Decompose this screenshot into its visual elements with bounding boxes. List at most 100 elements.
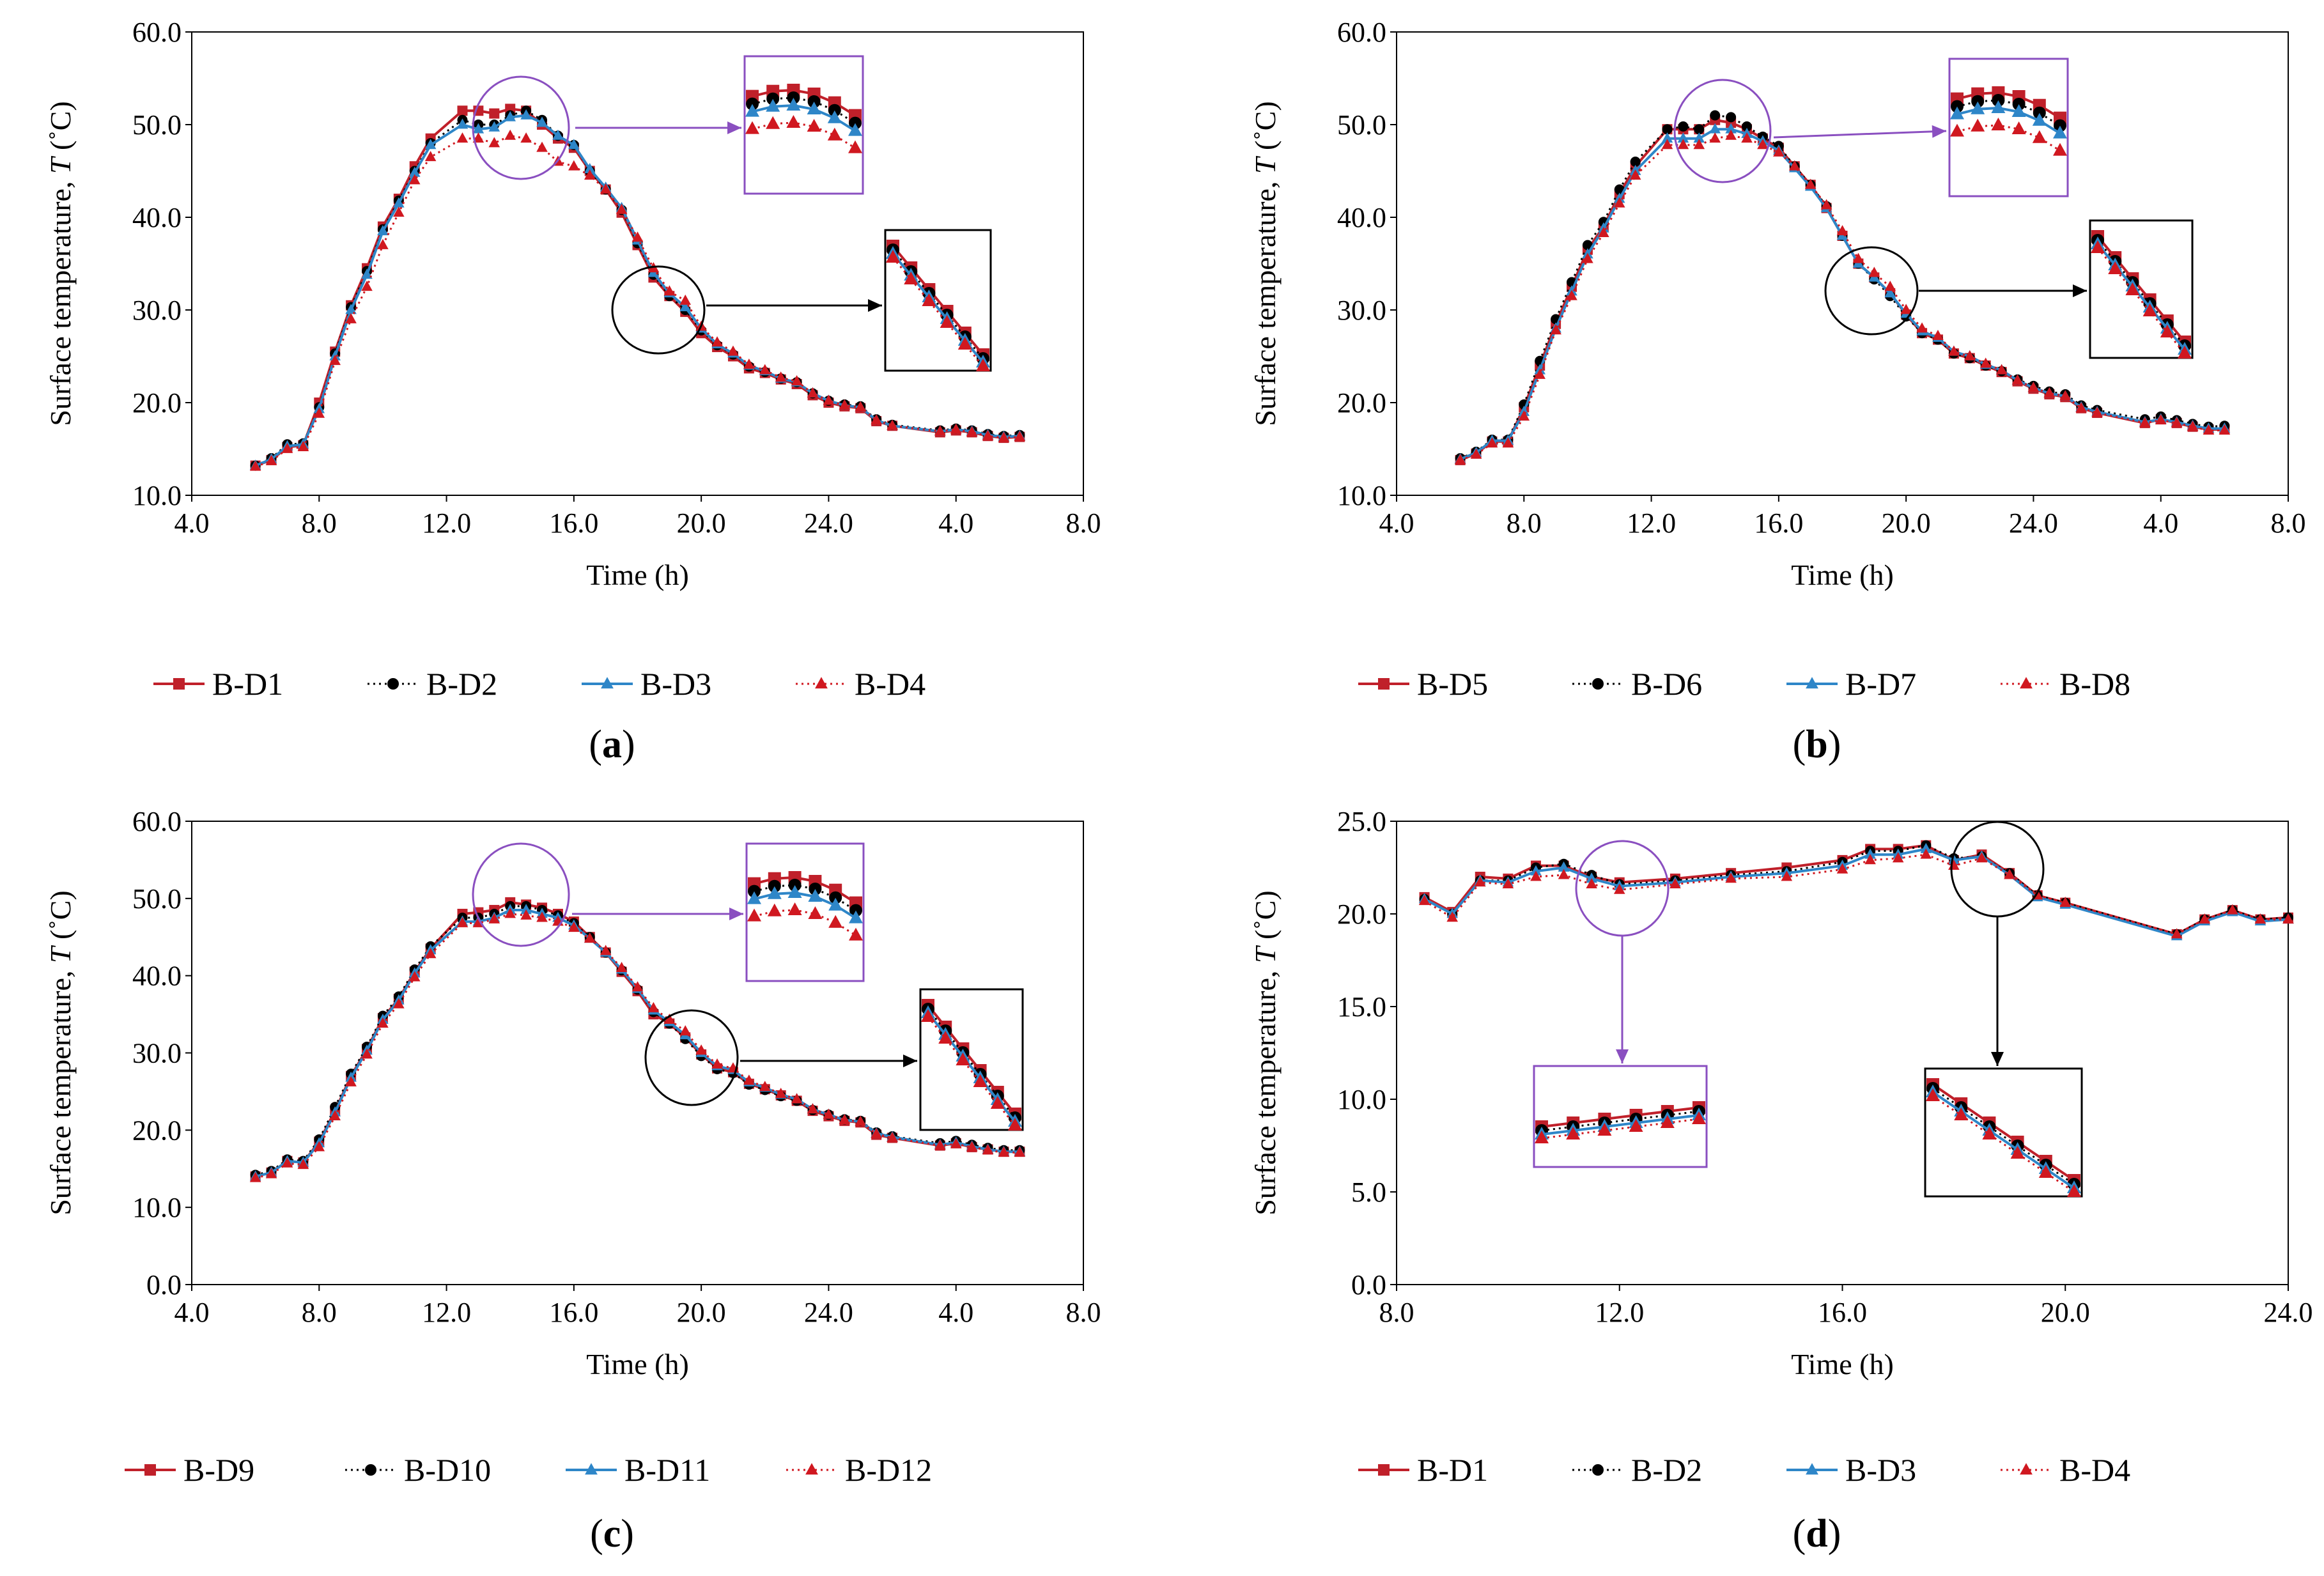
data-point <box>1920 848 1932 859</box>
data-point <box>2254 913 2266 924</box>
inset-point <box>787 902 802 916</box>
data-point <box>1726 112 1737 123</box>
data-point <box>329 1109 341 1120</box>
data-point <box>1976 852 1988 863</box>
y-tick-label: 10.0 <box>1337 1084 1386 1115</box>
data-point <box>1709 132 1721 143</box>
y-tick-label: 30.0 <box>1337 295 1386 326</box>
x-tick-label: 4.0 <box>174 507 210 539</box>
data-point <box>1677 139 1689 150</box>
data-point <box>1661 139 1673 150</box>
inset-point <box>1950 123 1964 137</box>
legend-swatch-marker <box>1378 1464 1390 1476</box>
data-point <box>839 399 851 410</box>
zoom-callouts <box>1533 821 2083 1198</box>
x-tick-label: 4.0 <box>938 1297 973 1328</box>
data-point <box>1920 842 1932 853</box>
inset-point <box>1991 118 2006 131</box>
inset-point <box>940 315 954 328</box>
inset-point <box>2067 1184 2081 1197</box>
data-point <box>839 1114 851 1125</box>
series-line <box>1460 134 2225 461</box>
plot-frame <box>1396 821 2289 1285</box>
data-point <box>1678 121 1689 132</box>
inset-point <box>957 337 972 350</box>
data-point <box>1781 870 1793 881</box>
data-point <box>1742 121 1753 132</box>
data-point <box>456 118 469 129</box>
data-point <box>1446 911 1458 922</box>
inset-point <box>807 119 821 132</box>
legend-label: B-D3 <box>1845 1452 1916 1488</box>
data-point <box>1586 878 1597 888</box>
legend-label: B-D12 <box>845 1452 932 1488</box>
legend-item-B-D2: B-D2 <box>368 666 497 702</box>
data-point <box>536 116 548 127</box>
data-point <box>2187 421 2199 431</box>
data-point <box>377 238 389 249</box>
legend-label: B-D1 <box>1417 1452 1488 1488</box>
data-point <box>616 961 628 972</box>
legend-label: B-D3 <box>640 666 711 702</box>
black-highlight-circle <box>1950 821 2045 918</box>
legend-item-B-D2: B-D2 <box>1572 1452 1702 1488</box>
data-point <box>1788 160 1801 171</box>
data-point <box>584 932 596 943</box>
data-point <box>568 139 580 150</box>
data-point <box>1582 252 1593 263</box>
y-tick-label: 10.0 <box>1337 480 1386 511</box>
black-arrow-head <box>1991 1052 2004 1066</box>
y-axis-title: Surface temperature, T (˚C) <box>44 101 77 426</box>
black-highlight-circle <box>644 1009 739 1106</box>
inset-point <box>766 98 780 112</box>
x-tick-label: 4.0 <box>1379 507 1414 539</box>
data-point <box>1804 178 1817 189</box>
data-point <box>584 163 596 173</box>
y-tick-label: 20.0 <box>1337 387 1386 419</box>
inset-point <box>2160 325 2174 337</box>
y-tick-label: 15.0 <box>1337 991 1386 1023</box>
data-point <box>1693 132 1705 143</box>
y-tick-label: 30.0 <box>132 295 182 326</box>
data-point <box>1884 287 1896 298</box>
purple-arrow-head <box>729 908 743 920</box>
purple-highlight-circle <box>1575 840 1669 937</box>
inset-point <box>828 897 843 911</box>
legend-label: B-D11 <box>624 1452 710 1488</box>
data-point <box>1725 123 1737 134</box>
panel-label: (c) <box>590 1512 634 1556</box>
purple-inset-traces <box>1535 1101 1706 1143</box>
data-point <box>249 460 261 471</box>
data-point <box>711 336 723 347</box>
data-point <box>345 313 357 323</box>
legend-item-B-D10: B-D10 <box>345 1452 491 1488</box>
data-point <box>424 948 437 959</box>
inset-point <box>787 885 802 899</box>
inset-point <box>1597 1123 1612 1136</box>
legend-item-B-D12: B-D12 <box>786 1452 932 1488</box>
black-inset-traces <box>2091 230 2192 359</box>
data-point <box>345 1076 357 1086</box>
legend-swatch-marker <box>2020 1463 2033 1475</box>
data-point <box>568 922 580 932</box>
data-point <box>998 431 1010 442</box>
data-point <box>1757 139 1769 150</box>
data-point <box>2004 869 2015 879</box>
inset-point <box>2038 1165 2053 1178</box>
zoom-callouts <box>1673 58 2194 359</box>
data-point <box>2171 928 2183 939</box>
inset-point <box>1971 101 1985 114</box>
data-point <box>998 1146 1010 1157</box>
x-tick-label: 20.0 <box>1882 507 1931 539</box>
data-point <box>1530 870 1542 881</box>
data-point <box>2043 387 2056 398</box>
panel-d: 0.0 5.0 10.0 15.0 20.0 25.0 8.0 12.0 16.0 20.0 24.… <box>1249 806 2313 1556</box>
data-point <box>1014 431 1026 442</box>
inset-point <box>827 127 842 141</box>
x-tick-label: 8.0 <box>1066 1297 1101 1328</box>
series-line <box>255 905 1020 1176</box>
black-inset-traces <box>1926 1078 2081 1197</box>
purple-arrow-head <box>1616 1049 1629 1063</box>
data-point <box>552 129 564 140</box>
data-point <box>281 1157 293 1168</box>
